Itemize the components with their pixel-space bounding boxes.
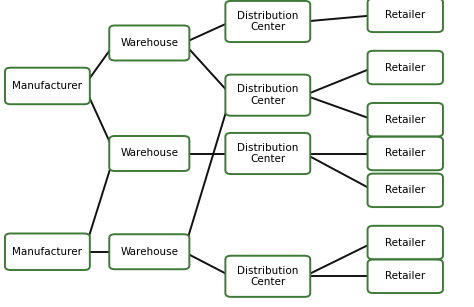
Text: Retailer: Retailer bbox=[385, 63, 425, 72]
Text: Retailer: Retailer bbox=[385, 238, 425, 247]
Text: Warehouse: Warehouse bbox=[120, 38, 178, 48]
FancyBboxPatch shape bbox=[225, 256, 310, 297]
FancyBboxPatch shape bbox=[368, 259, 443, 293]
FancyBboxPatch shape bbox=[368, 103, 443, 136]
FancyBboxPatch shape bbox=[225, 133, 310, 174]
Text: Retailer: Retailer bbox=[385, 185, 425, 195]
FancyBboxPatch shape bbox=[225, 75, 310, 116]
FancyBboxPatch shape bbox=[368, 137, 443, 170]
FancyBboxPatch shape bbox=[5, 233, 90, 270]
FancyBboxPatch shape bbox=[368, 173, 443, 207]
Text: Warehouse: Warehouse bbox=[120, 247, 178, 257]
Text: Distribution
Center: Distribution Center bbox=[237, 84, 299, 106]
FancyBboxPatch shape bbox=[109, 25, 189, 60]
Text: Distribution
Center: Distribution Center bbox=[237, 266, 299, 287]
Text: Manufacturer: Manufacturer bbox=[12, 247, 82, 257]
FancyBboxPatch shape bbox=[368, 226, 443, 259]
Text: Warehouse: Warehouse bbox=[120, 149, 178, 158]
FancyBboxPatch shape bbox=[368, 0, 443, 32]
Text: Retailer: Retailer bbox=[385, 149, 425, 158]
FancyBboxPatch shape bbox=[109, 136, 189, 171]
Text: Retailer: Retailer bbox=[385, 271, 425, 281]
FancyBboxPatch shape bbox=[5, 68, 90, 104]
Text: Distribution
Center: Distribution Center bbox=[237, 11, 299, 32]
FancyBboxPatch shape bbox=[225, 1, 310, 42]
Text: Retailer: Retailer bbox=[385, 115, 425, 125]
FancyBboxPatch shape bbox=[109, 234, 189, 269]
Text: Manufacturer: Manufacturer bbox=[12, 81, 82, 91]
FancyBboxPatch shape bbox=[368, 51, 443, 84]
Text: Retailer: Retailer bbox=[385, 10, 425, 20]
Text: Distribution
Center: Distribution Center bbox=[237, 143, 299, 164]
